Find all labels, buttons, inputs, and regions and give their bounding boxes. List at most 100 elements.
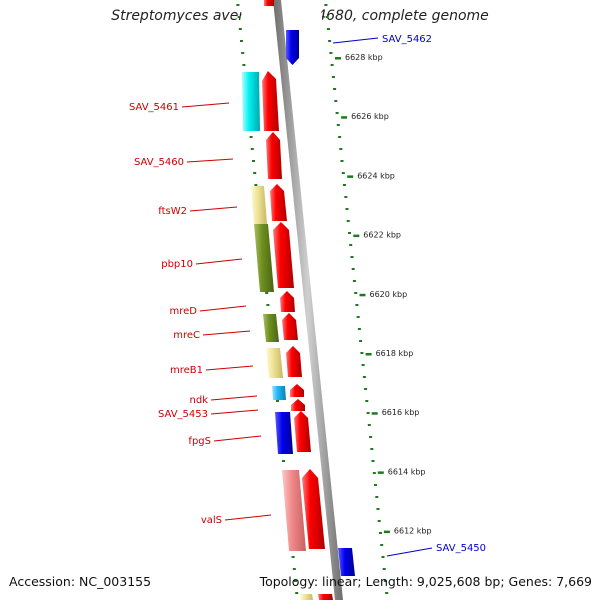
tick-dot-left <box>240 40 243 42</box>
leader-sav5460 <box>186 158 234 163</box>
tick-dot-right <box>359 340 363 342</box>
gene-arrow-pbp10[interactable] <box>273 222 294 288</box>
tick-dot-right <box>355 304 359 306</box>
leader-pbp10 <box>195 258 243 265</box>
tick-dot-right <box>381 556 385 558</box>
label-leaders <box>181 37 433 557</box>
genome-backbone <box>273 0 343 600</box>
tick-dot-right <box>376 508 380 510</box>
tick-dot-right <box>351 268 355 270</box>
scale-tick-label: 6612 kbp <box>394 527 432 536</box>
gene-domain-fpgs[interactable] <box>275 412 293 454</box>
gene-label-sav5461[interactable]: SAV_5461 <box>129 102 179 113</box>
scale-ticks: 6628 kbp 6626 kbp 6624 kbp 6622 kbp 6620 kbp… <box>335 53 432 536</box>
scale-tick-label: 6616 kbp <box>382 408 420 417</box>
gene-arrow-vals[interactable] <box>302 469 325 549</box>
gene-domain-bottom-partial[interactable] <box>300 594 313 600</box>
tick-dot-left <box>292 568 296 570</box>
tick-dot-right <box>341 172 345 174</box>
genome-stats-text: Topology: linear; Length: 9,025,608 bp; … <box>259 574 592 589</box>
gene-domain-mreb1[interactable] <box>266 348 283 378</box>
gene-arrow-sav5462[interactable] <box>286 30 299 65</box>
scale-tick-label: 6624 kbp <box>357 171 395 180</box>
tick-dot-right <box>344 196 348 198</box>
gene-arrow-sav5450[interactable] <box>338 548 355 576</box>
gene-label-sav5450[interactable]: SAV_5450 <box>436 543 486 554</box>
gene-arrow-mred[interactable] <box>280 291 295 312</box>
scale-tick-label: 6620 kbp <box>370 290 408 299</box>
tick-dot-right <box>371 460 375 462</box>
scale-tick-label: 6614 kbp <box>388 467 426 476</box>
tick-dot-right <box>336 124 340 126</box>
accession-text: Accession: NC_003155 <box>9 574 152 589</box>
leader-ndk <box>210 395 258 401</box>
leader-sav5462 <box>332 37 379 44</box>
gene-domain-sav5461[interactable] <box>242 72 260 131</box>
tick-dot-right <box>365 400 369 402</box>
scale-tick-label: 6628 kbp <box>345 53 383 62</box>
gene-arrow-sav5453[interactable] <box>291 399 305 411</box>
tick-dot-right <box>356 316 360 318</box>
scale-tick-mark <box>341 116 348 119</box>
tick-dot-right <box>375 496 379 498</box>
tick-dot-right <box>333 88 337 90</box>
gene-arrow-sav5461[interactable] <box>262 71 279 131</box>
gene-label-mreb1[interactable]: mreB1 <box>170 365 203 376</box>
tick-dot-right <box>326 28 330 30</box>
gene-label-pbp10[interactable]: pbp10 <box>161 259 193 270</box>
tick-dot-right <box>360 352 364 354</box>
gene-arrow-ftsw2[interactable] <box>270 184 287 221</box>
gene-arrow-ndk[interactable] <box>290 384 304 397</box>
tick-dot-left <box>249 136 253 138</box>
gene-label-sav5462[interactable]: SAV_5462 <box>382 34 432 45</box>
gene-domain-mrec[interactable] <box>263 314 279 342</box>
gene-arrow-bottom-partial[interactable] <box>318 594 333 600</box>
gene-label-sav5460[interactable]: SAV_5460 <box>134 157 184 168</box>
gene-label-ndk[interactable]: ndk <box>190 395 209 406</box>
gene-label-mrec[interactable]: mreC <box>173 330 200 341</box>
gene-arrow-top-partial[interactable] <box>264 0 274 6</box>
leader-mrec <box>202 330 251 336</box>
gene-label-ftsw2[interactable]: ftsW2 <box>158 206 187 217</box>
gene-domain-pbp10[interactable] <box>254 224 274 292</box>
leader-sav5461 <box>181 102 230 108</box>
tick-dot-right <box>324 4 328 6</box>
tick-dot-right <box>366 412 370 414</box>
gene-arrow-mrec[interactable] <box>282 313 298 340</box>
scale-tick-label: 6626 kbp <box>351 112 389 121</box>
tick-dot-right <box>385 592 389 594</box>
tick-dot-right <box>383 580 387 582</box>
tick-dot-right <box>345 208 349 210</box>
gene-arrow-sav5460[interactable] <box>266 132 282 179</box>
tick-dot-right <box>377 520 381 522</box>
leader-ftsw2 <box>189 206 238 212</box>
tick-dot-left <box>254 184 258 186</box>
tick-dot-right <box>348 232 351 234</box>
tick-dot-right <box>339 148 343 150</box>
tick-dot-right <box>328 40 332 42</box>
gene-labels: SAV_5462 SAV_5461 SAV_5460 ftsW2 pbp10 m… <box>129 34 486 554</box>
tick-dot-left <box>276 400 279 402</box>
tick-dot-left <box>295 592 299 594</box>
gene-arrow-mreb1[interactable] <box>286 346 302 377</box>
gene-domain-ndk[interactable] <box>272 386 286 400</box>
gene-label-mred[interactable]: mreD <box>170 306 198 317</box>
gene-label-fpgs[interactable]: fpgS <box>188 436 211 447</box>
tick-dot-right <box>380 544 384 546</box>
tick-dot-right <box>369 436 373 438</box>
gene-features <box>242 0 355 600</box>
scale-tick-label: 6622 kbp <box>363 231 401 240</box>
tick-dot-right <box>357 328 361 330</box>
tick-dot-right <box>340 160 344 162</box>
gene-label-sav5453[interactable]: SAV_5453 <box>158 409 208 420</box>
tick-dot-right <box>367 424 371 426</box>
gene-domain-ftsw2[interactable] <box>251 186 267 224</box>
scale-tick-label: 6618 kbp <box>376 349 414 358</box>
gene-domain-vals[interactable] <box>282 470 306 551</box>
gene-label-vals[interactable]: valS <box>201 515 222 526</box>
gene-arrow-fpgs[interactable] <box>294 411 311 452</box>
tick-dot-right <box>361 364 365 366</box>
tick-dot-right <box>354 292 358 294</box>
tick-dot-left <box>236 4 240 6</box>
tick-dot-right <box>343 184 346 186</box>
